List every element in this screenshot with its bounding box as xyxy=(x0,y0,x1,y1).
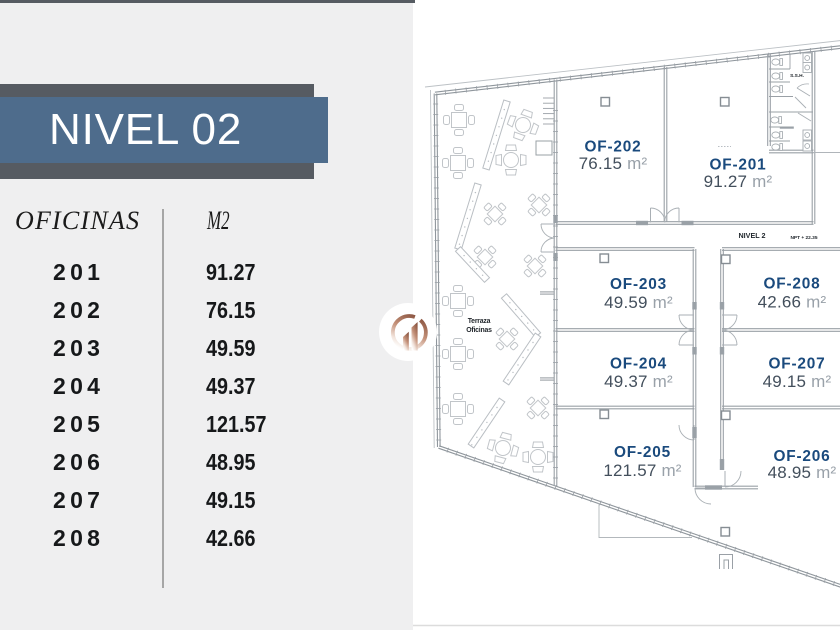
svg-text:OF-207: OF-207 xyxy=(769,356,826,373)
svg-text:49.15 m²: 49.15 m² xyxy=(763,372,832,391)
svg-text:49.37 m²: 49.37 m² xyxy=(604,372,673,391)
svg-text:S.S.H.: S.S.H. xyxy=(790,73,804,79)
svg-text:Terraza: Terraza xyxy=(468,318,491,325)
svg-text:OF-201: OF-201 xyxy=(710,157,767,174)
svg-text:Oficinas: Oficinas xyxy=(466,327,492,334)
svg-text:OF-205: OF-205 xyxy=(614,444,671,461)
svg-text:121.57 m²: 121.57 m² xyxy=(603,461,681,480)
svg-text:OF-203: OF-203 xyxy=(610,276,667,293)
svg-text:OF-202: OF-202 xyxy=(585,139,642,156)
svg-text:OF-204: OF-204 xyxy=(610,356,667,373)
svg-text:NPT + 22.35: NPT + 22.35 xyxy=(790,235,817,241)
svg-text:91.27 m²: 91.27 m² xyxy=(704,172,773,191)
svg-text:42.66 m²: 42.66 m² xyxy=(758,293,827,312)
svg-text:48.95 m²: 48.95 m² xyxy=(768,463,837,482)
svg-text:OF-206: OF-206 xyxy=(774,448,831,465)
svg-text:76.15 m²: 76.15 m² xyxy=(579,154,648,173)
svg-text:NIVEL 2: NIVEL 2 xyxy=(738,231,765,240)
svg-text:49.59 m²: 49.59 m² xyxy=(604,293,673,312)
svg-text:OF-208: OF-208 xyxy=(764,276,821,293)
